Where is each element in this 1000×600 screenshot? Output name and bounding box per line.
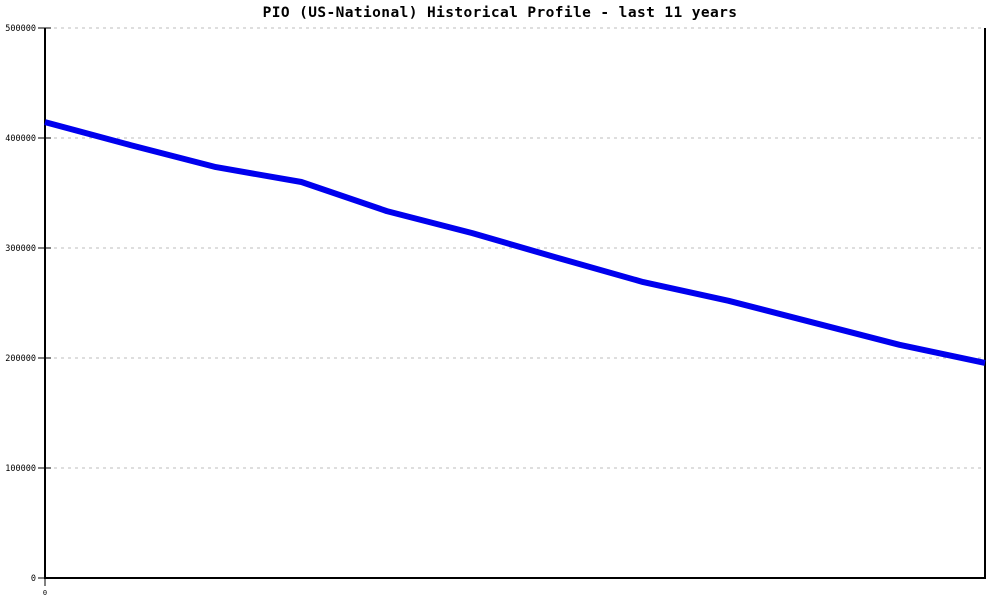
y-tick-label-0: 0 [31, 574, 36, 584]
y-tick-label-400000: 400000 [5, 134, 36, 144]
y-tick-label-200000: 200000 [5, 354, 36, 364]
x-tick-label-0: 0 [43, 589, 47, 597]
data-series-line [44, 119, 986, 366]
y-tick-label-500000: 500000 [5, 24, 36, 34]
chart-title: PIO (US-National) Historical Profile - l… [262, 5, 738, 21]
y-tick-label-300000: 300000 [5, 244, 36, 254]
y-tick-label-100000: 100000 [5, 464, 36, 474]
